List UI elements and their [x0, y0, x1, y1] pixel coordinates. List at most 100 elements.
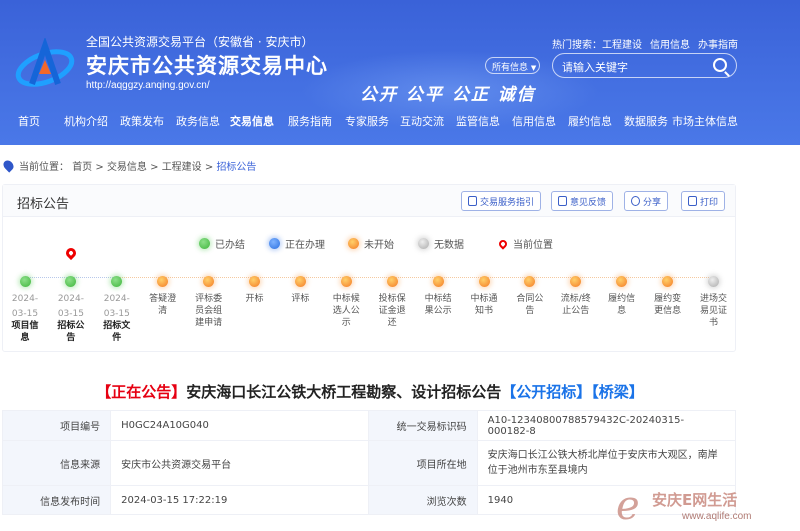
feedback-icon	[558, 196, 567, 206]
nav-item[interactable]: 服务指南	[288, 115, 332, 128]
nav-item[interactable]: 履约信息	[568, 115, 612, 128]
button-label: 意见反馈	[570, 198, 607, 208]
nav-item[interactable]: 政务信息	[176, 115, 220, 128]
step-label: 员会组	[195, 306, 223, 316]
details-table: 项目编号 H0GC24A10G040 统一交易标识码 A10-123408007885…	[1, 410, 737, 515]
status-dot-icon	[478, 276, 490, 287]
nav-item[interactable]: 政策发布	[120, 115, 164, 128]
print-icon	[688, 196, 697, 206]
status-dot-icon	[19, 276, 31, 287]
step-label: 止公告	[562, 306, 590, 316]
step-label: 评标	[291, 294, 310, 304]
step-label: 开标	[245, 294, 264, 304]
card-title: 招标公告	[17, 197, 70, 212]
legend-label: 无数据	[434, 240, 464, 251]
step-label: 中标候	[332, 294, 360, 304]
nav-item[interactable]: 市场主体信息	[672, 115, 738, 128]
breadcrumb-home[interactable]: 首页	[72, 162, 93, 173]
breadcrumb-trade-info[interactable]: 交易信息	[106, 162, 147, 173]
timeline-step[interactable]: 中标通 知书	[459, 271, 509, 317]
step-label: 中标结	[424, 294, 452, 304]
notice-title-text: 安庆海口长江公铁大桥工程勘察、设计招标公告	[186, 383, 502, 401]
notice-title: 【正在公告】安庆海口长江公铁大桥工程勘察、设计招标公告【公开招标】【桥梁】	[0, 381, 740, 402]
step-label: 中标通	[470, 294, 498, 304]
timeline-step[interactable]: 中标候 选人公示	[321, 271, 371, 329]
timeline-step[interactable]: 评标委 员会组 建申请	[184, 271, 234, 329]
step-label: 招标文	[103, 321, 131, 331]
nav-item[interactable]: 数据服务	[624, 115, 668, 128]
slogan: 公开 公平 公正 诚信	[360, 85, 536, 105]
field-value: 安庆海口长江公铁大桥北岸位于安庆市大观区，南岸位于池州市东至县境内	[476, 440, 737, 486]
nav-item[interactable]: 机构介绍	[64, 115, 108, 128]
field-value: H0GC24A10G040	[110, 410, 370, 441]
feedback-button[interactable]: 意见反馈	[551, 191, 614, 211]
step-label: 评标委	[195, 294, 223, 304]
timeline-step[interactable]: 履约信息	[597, 271, 647, 317]
nav-item[interactable]: 互动交流	[400, 115, 444, 128]
button-label: 打印	[700, 198, 719, 208]
breadcrumb-engineering[interactable]: 工程建设	[161, 162, 202, 173]
step-label: 项目信	[11, 321, 39, 331]
search-icon[interactable]	[713, 58, 727, 72]
share-button[interactable]: 分享	[624, 191, 669, 211]
timeline-step[interactable]: 开标	[230, 271, 280, 305]
legend-label: 正在办理	[285, 240, 325, 251]
timeline-step[interactable]: 进场交 易见证书	[689, 271, 739, 329]
step-label: 件	[112, 333, 122, 343]
status-dot-icon	[708, 276, 719, 287]
step-label: 息	[617, 306, 627, 316]
step-label: 更信息	[654, 306, 682, 316]
step-label: 告	[66, 333, 76, 343]
nav-item[interactable]: 首页	[18, 115, 40, 128]
print-button[interactable]: 打印	[681, 191, 726, 211]
step-date: 2024-	[11, 294, 39, 304]
nav-item[interactable]: 信用信息	[512, 115, 556, 128]
hot-search-link[interactable]: 信用信息	[650, 40, 690, 51]
legend-done: 已办结	[199, 236, 245, 251]
timeline-step[interactable]: 履约变 更信息	[643, 271, 693, 317]
timeline-step[interactable]: 2024- 03-15 招标公告	[46, 271, 96, 344]
field-label: 项目所在地	[368, 440, 478, 486]
status-dot-icon	[294, 276, 306, 287]
timeline-step[interactable]: 2024- 03-15 招标文件	[92, 271, 142, 344]
field-value: 2024-03-15 17:22:19	[110, 485, 370, 515]
search-input[interactable]: 请输入关键字	[552, 53, 737, 78]
breadcrumb-current[interactable]: 招标公告	[216, 162, 257, 173]
done-dot-icon	[199, 238, 210, 249]
timeline-step[interactable]: 评标	[275, 271, 325, 305]
service-guide-button[interactable]: 交易服务指引	[461, 191, 542, 211]
timeline-step[interactable]: 答疑澄清	[138, 271, 188, 317]
legend-doing: 正在办理	[269, 236, 325, 251]
site-logo[interactable]	[14, 38, 76, 90]
site-url[interactable]: http://aqggzy.anqing.gov.cn/	[86, 80, 210, 91]
current-position-pin-icon	[63, 245, 78, 261]
step-date: 03-15	[11, 309, 39, 319]
step-label: 建申请	[195, 318, 223, 328]
legend-label: 未开始	[364, 240, 394, 251]
type-tag: 【公开招标】	[501, 383, 592, 401]
search-scope-select[interactable]: 所有信息 ▼	[485, 57, 540, 74]
nav-item[interactable]: 监管信息	[456, 115, 500, 128]
button-label: 交易服务指引	[480, 198, 535, 208]
legend-label: 当前位置	[513, 240, 553, 251]
hot-search-link[interactable]: 办事指南	[698, 40, 738, 51]
timeline-step[interactable]: 中标结 果公示	[413, 271, 463, 317]
timeline-step[interactable]: 流标/终 止公告	[551, 271, 601, 317]
category-tag: 【桥梁】	[591, 383, 644, 401]
step-label: 选人公	[332, 306, 360, 316]
step-label: 履约变	[654, 294, 682, 304]
timeline-step[interactable]: 2024- 03-15 项目信息	[0, 271, 50, 344]
step-label: 履约信	[608, 294, 636, 304]
share-icon	[631, 196, 640, 206]
step-label: 答疑澄	[149, 294, 177, 304]
nav-item[interactable]: 交易信息	[230, 115, 274, 128]
status-dot-icon	[157, 276, 169, 287]
nav-item[interactable]: 专家服务	[345, 115, 389, 128]
field-label: 信息来源	[1, 440, 112, 486]
timeline-step[interactable]: 合同公告	[505, 271, 555, 317]
timeline-step[interactable]: 投标保 证金退还	[367, 271, 417, 329]
hot-search-link[interactable]: 工程建设	[602, 40, 642, 51]
status-dot-icon	[386, 276, 398, 287]
breadcrumb: 当前位置： 首页 > 交易信息 > 工程建设 > 招标公告	[1, 158, 257, 173]
todo-dot-icon	[348, 238, 359, 249]
